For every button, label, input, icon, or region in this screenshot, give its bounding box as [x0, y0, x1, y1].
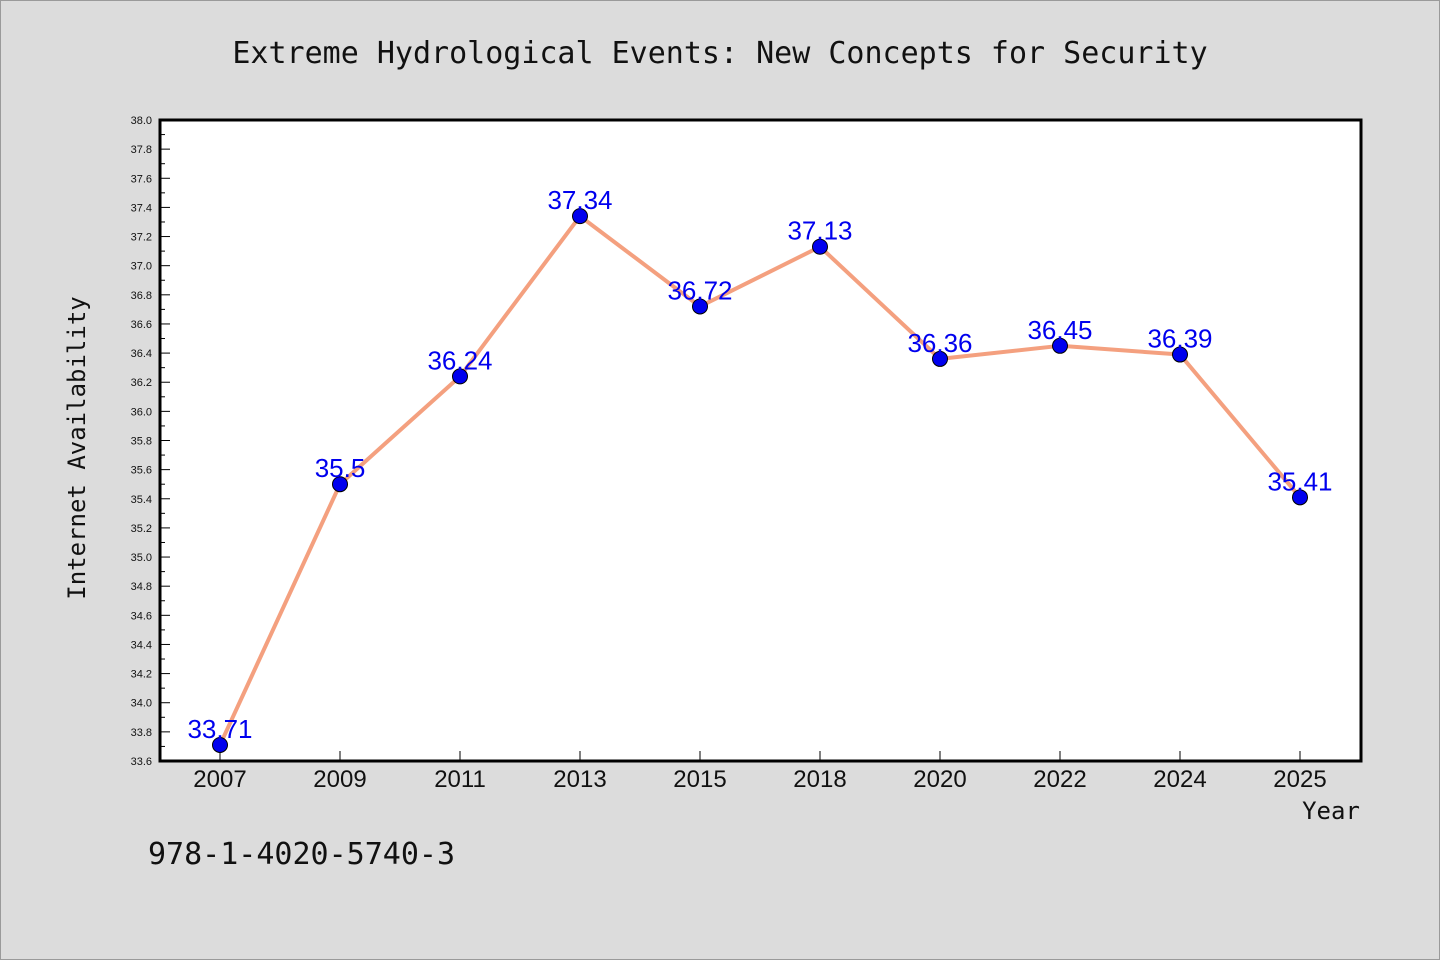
data-label: 35.41 [1267, 466, 1332, 496]
y-tick-label: 34.0 [131, 698, 152, 710]
y-tick-label: 37.0 [131, 261, 152, 273]
data-point [212, 736, 228, 753]
y-tick-label: 33.8 [131, 727, 152, 739]
x-tick-label: 2025 [1273, 766, 1326, 793]
y-tick-label: 34.2 [131, 669, 152, 681]
data-point [1292, 489, 1308, 506]
data-label: 36.24 [427, 345, 492, 375]
data-point [572, 208, 588, 225]
data-point [812, 238, 828, 255]
y-tick-label: 33.6 [131, 756, 152, 768]
chart-title: Extreme Hydrological Events: New Concept… [232, 36, 1207, 71]
y-tick-label: 38.0 [131, 115, 152, 127]
y-tick-label: 36.6 [131, 319, 152, 331]
x-tick-label: 2009 [313, 766, 366, 793]
plot-frame [158, 118, 1363, 763]
y-tick-label: 36.0 [131, 406, 152, 418]
data-label: 35.5 [315, 453, 366, 483]
x-tick-label: 2024 [1153, 766, 1206, 793]
data-point [692, 298, 708, 315]
data-point [932, 350, 948, 367]
y-tick-label: 35.8 [131, 436, 152, 448]
y-tick-label: 37.4 [131, 202, 152, 214]
y-tick-label: 34.4 [131, 639, 152, 651]
x-axis-ticks: 2007 2009 2011 2013 2015 2018 2020 2022 2024 2025 [193, 751, 1327, 793]
y-tick-label: 35.6 [131, 465, 152, 477]
y-axis-label: Internet Availability [63, 296, 91, 599]
y-tick-label: 34.6 [131, 610, 152, 622]
y-tick-label: 36.4 [131, 348, 152, 360]
series-layer: 33.71 35.5 36.24 37.34 36.72 37.13 36.36 36.45 3… [187, 185, 1333, 753]
x-tick-label: 2020 [913, 766, 966, 793]
y-tick-label: 37.2 [131, 232, 152, 244]
y-tick-label: 34.8 [131, 581, 152, 593]
data-label: 36.45 [1027, 315, 1092, 345]
data-label: 33.71 [187, 714, 252, 744]
data-label: 36.36 [907, 328, 972, 358]
y-tick-label: 35.0 [131, 552, 152, 564]
y-tick-label: 37.6 [131, 173, 152, 185]
x-tick-label: 2007 [193, 766, 246, 793]
data-label: 36.39 [1147, 324, 1212, 354]
y-tick-label: 35.2 [131, 523, 152, 535]
data-label: 37.13 [787, 216, 852, 246]
y-tick-label: 37.8 [131, 144, 152, 156]
y-tick-label: 35.4 [131, 494, 152, 506]
data-point [332, 476, 348, 493]
data-label: 36.72 [667, 275, 732, 305]
y-tick-label: 36.2 [131, 377, 152, 389]
x-tick-label: 2018 [793, 766, 846, 793]
x-tick-label: 2011 [434, 766, 486, 793]
series-line [218, 214, 1302, 746]
x-tick-label: 2015 [673, 766, 726, 793]
isbn-footer: 978-1-4020-5740-3 [148, 837, 455, 872]
y-axis-ticks: 33.6 33.8 34.0 34.2 34.4 34.6 34.8 35.0 35.2 35.4… [131, 115, 170, 768]
plot-area [160, 120, 1361, 761]
y-tick-label: 36.8 [131, 290, 152, 302]
x-tick-label: 2013 [553, 766, 606, 793]
data-label: 37.34 [547, 185, 612, 215]
data-point [1052, 337, 1068, 354]
x-tick-label: 2022 [1033, 766, 1086, 793]
data-point [452, 368, 468, 385]
data-point [1172, 346, 1188, 363]
x-axis-label: Year [1302, 797, 1360, 825]
